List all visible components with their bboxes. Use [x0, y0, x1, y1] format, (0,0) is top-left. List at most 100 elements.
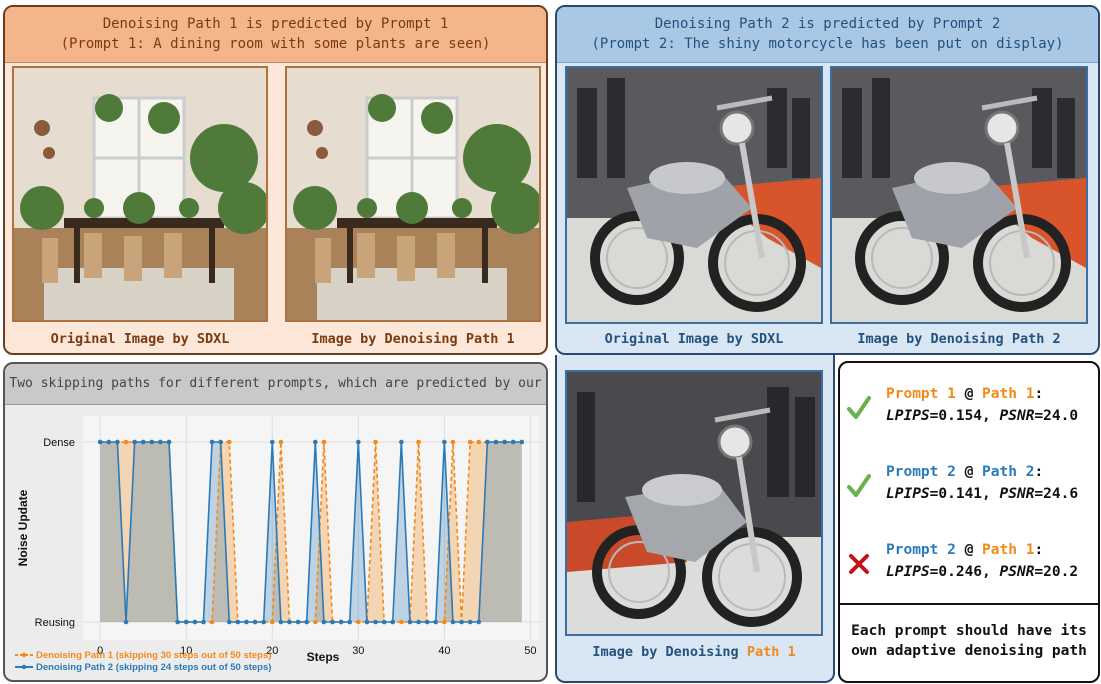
dining-room-original-image — [12, 66, 268, 322]
x-tick-label: 0 — [97, 645, 103, 657]
data-point-path2 — [407, 619, 413, 625]
panel-prompt2-subtitle: (Prompt 2: The shiny motorcycle has been… — [591, 36, 1064, 52]
result-psnr-value: =24.6 — [1034, 486, 1079, 502]
result-lpips-value: =0.246, — [929, 564, 991, 580]
series-line-path2 — [100, 441, 522, 623]
data-point-path2 — [269, 439, 275, 445]
chart-panel-title: Two skipping paths for different prompts… — [5, 364, 546, 431]
panel-prompt1-header: Denoising Path 1 is predicted by Prompt … — [5, 7, 546, 63]
check-icon — [847, 396, 871, 419]
data-point-path2 — [321, 619, 327, 625]
data-point-path2 — [287, 619, 292, 625]
result-row: Prompt 2 @ Path 2: LPIPS=0.141, PSNR=24.6 — [886, 461, 1078, 505]
result-at: @ — [964, 542, 974, 558]
result-row-header: Prompt 1 @ Path 1: — [886, 383, 1078, 405]
data-point-path1 — [399, 619, 404, 625]
data-point-path2 — [140, 439, 146, 445]
caption-cross-path-name: Path 1 — [746, 644, 796, 660]
data-point-path1 — [226, 439, 232, 445]
data-point-path2 — [493, 439, 499, 445]
result-metrics: LPIPS=0.141, PSNR=24.6 — [886, 483, 1078, 505]
x-tick-label: 50 — [524, 645, 536, 657]
data-point-path1 — [356, 619, 361, 625]
data-point-path1 — [269, 619, 275, 625]
data-point-path2 — [261, 619, 266, 625]
data-point-path2 — [373, 619, 378, 625]
data-point-path2 — [201, 619, 206, 625]
results-note: Each prompt should have its own adaptive… — [840, 621, 1098, 661]
data-point-path2 — [459, 619, 464, 625]
result-row-header: Prompt 2 @ Path 1: — [886, 539, 1078, 561]
x-tick-label: 40 — [438, 645, 450, 657]
legend-label-path1: Denoising Path 1 (skipping 30 steps out … — [36, 650, 271, 661]
caption-denoising-path1: Image by Denoising Path 1 — [311, 331, 515, 347]
result-at: @ — [964, 386, 974, 402]
caption-denoising-path2: Image by Denoising Path 2 — [857, 331, 1061, 347]
chart-panel: Two skipping paths for different prompts… — [3, 362, 548, 682]
check-icon — [847, 474, 871, 497]
x-tick-label: 30 — [352, 645, 364, 657]
data-point-path1 — [476, 439, 482, 445]
data-point-path2 — [252, 619, 258, 625]
result-metrics: LPIPS=0.154, PSNR=24.0 — [886, 405, 1078, 427]
result-prompt: Prompt 1 — [886, 386, 956, 402]
data-point-path2 — [442, 439, 447, 445]
caption-cross-path: Image by Denoising Path 1 — [565, 644, 823, 660]
data-point-path2 — [416, 619, 421, 625]
y-axis-label: Noise Update — [16, 489, 30, 566]
data-point-path1 — [278, 439, 284, 445]
x-tick-label: 10 — [180, 645, 192, 657]
data-point-path1 — [442, 619, 447, 625]
results-note-line2: own adaptive denoising path — [851, 643, 1087, 659]
result-colon: : — [1034, 464, 1044, 480]
legend-marker-path2 — [21, 664, 27, 670]
panel-prompt1-title: Denoising Path 1 is predicted by Prompt … — [102, 16, 449, 32]
data-point-path2 — [226, 619, 232, 625]
dining-room-path1-image — [285, 66, 541, 322]
data-point-path2 — [510, 439, 516, 445]
result-psnr-label: PSNR — [999, 564, 1035, 580]
data-point-path2 — [97, 439, 103, 445]
data-point-path2 — [304, 619, 309, 625]
data-point-path2 — [485, 439, 490, 445]
result-psnr-label: PSNR — [999, 486, 1035, 502]
motorcycle-path2-image — [830, 66, 1088, 324]
data-point-path1 — [373, 439, 378, 445]
legend-marker-path1 — [21, 652, 27, 658]
data-point-path2 — [166, 439, 172, 445]
data-point-path2 — [381, 619, 387, 625]
data-point-path2 — [115, 439, 120, 445]
result-prompt: Prompt 2 — [886, 464, 956, 480]
result-colon: : — [1034, 542, 1044, 558]
data-point-path2 — [313, 439, 318, 445]
result-at: @ — [964, 464, 974, 480]
data-point-path2 — [476, 619, 482, 625]
result-path: Path 1 — [982, 542, 1035, 558]
data-point-path2 — [158, 439, 163, 445]
result-colon: : — [1034, 386, 1044, 402]
caption-original-sdxl-1: Original Image by SDXL — [50, 331, 230, 347]
x-tick-label: 20 — [266, 645, 278, 657]
data-point-path2 — [433, 619, 439, 625]
data-point-path1 — [450, 439, 456, 445]
result-path: Path 1 — [982, 386, 1035, 402]
data-point-path2 — [399, 439, 404, 445]
results-divider — [840, 603, 1098, 605]
data-point-path2 — [356, 439, 361, 445]
data-point-path1 — [313, 619, 318, 625]
data-point-path2 — [502, 439, 507, 445]
result-row-header: Prompt 2 @ Path 2: — [886, 461, 1078, 483]
data-point-path2 — [244, 619, 249, 625]
data-point-path2 — [347, 619, 353, 625]
data-point-path1 — [467, 439, 473, 445]
data-point-path2 — [183, 619, 189, 625]
legend-label-path2: Denoising Path 2 (skipping 24 steps out … — [36, 662, 271, 673]
y-tick-label: Dense — [43, 437, 75, 449]
data-point-path2 — [330, 619, 335, 625]
data-point-path2 — [390, 619, 396, 625]
data-point-path2 — [278, 619, 284, 625]
data-point-path2 — [424, 619, 430, 625]
data-point-path2 — [338, 619, 344, 625]
result-psnr-value: =24.0 — [1034, 408, 1079, 424]
result-psnr-label: PSNR — [999, 408, 1035, 424]
